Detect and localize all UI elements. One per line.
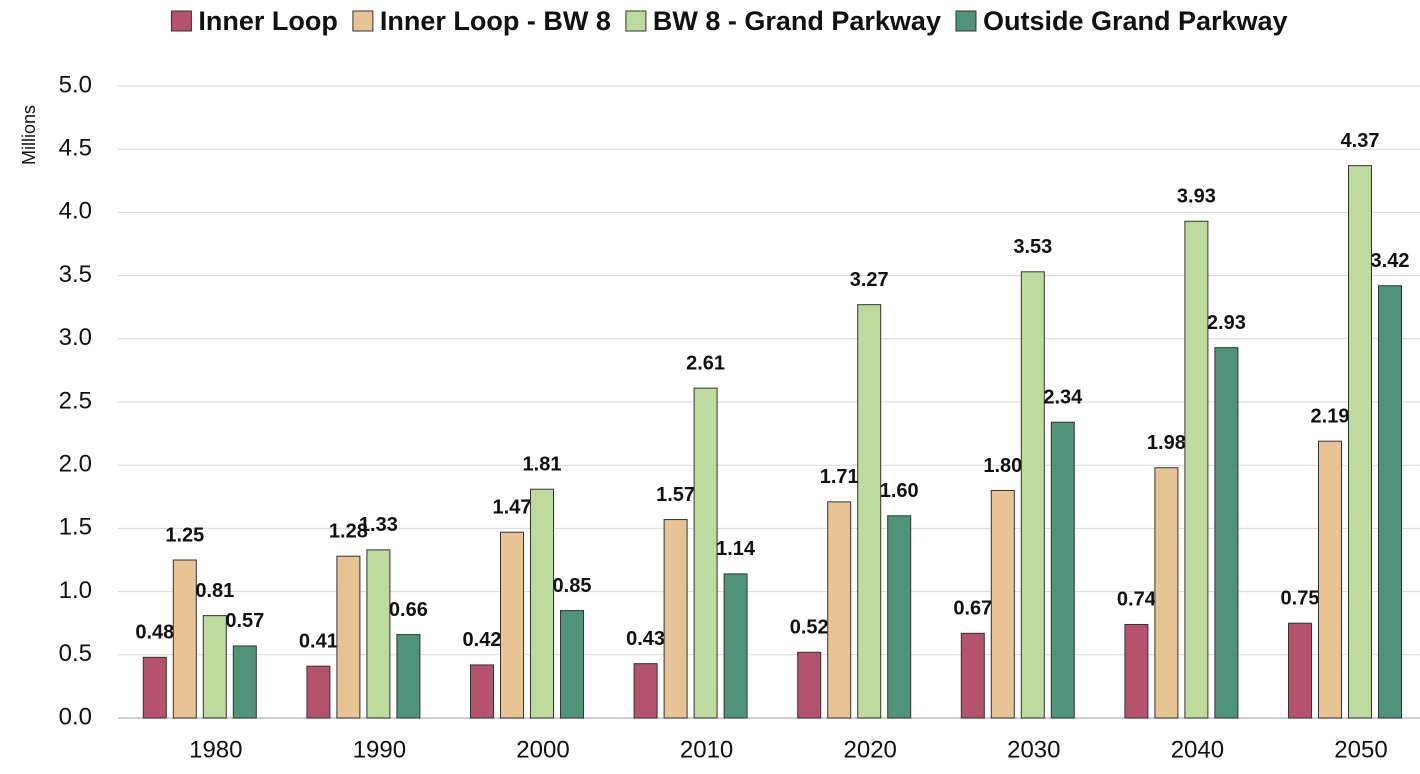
data-label: 0.67 — [953, 598, 992, 620]
bar — [1154, 467, 1179, 719]
legend-swatch — [352, 10, 374, 32]
data-label: 1.98 — [1147, 432, 1186, 454]
x-tick-label: 2010 — [680, 736, 733, 763]
bar — [396, 634, 421, 719]
data-label: 2.61 — [686, 352, 725, 374]
y-tick-label: 2.5 — [59, 387, 92, 414]
bar — [1124, 623, 1149, 719]
x-tick-label: 2040 — [1171, 736, 1224, 763]
data-label: 4.37 — [1341, 130, 1380, 152]
bar — [306, 665, 331, 719]
legend-label: BW 8 - Grand Parkway — [653, 6, 941, 36]
data-label: 0.52 — [790, 617, 829, 639]
legend-swatch — [625, 10, 647, 32]
x-tick-label: 1980 — [189, 736, 242, 763]
data-label: 1.71 — [820, 466, 859, 488]
bar — [693, 387, 718, 719]
bar — [142, 656, 167, 719]
bar — [336, 555, 361, 719]
data-label: 1.47 — [493, 496, 532, 518]
y-tick-label: 4.5 — [59, 135, 92, 162]
data-label: 3.42 — [1371, 250, 1410, 272]
bar — [1020, 271, 1045, 719]
data-label: 2.19 — [1311, 405, 1350, 427]
y-tick-label: 1.5 — [59, 514, 92, 541]
bar — [960, 632, 985, 719]
bar — [1050, 421, 1075, 719]
bar — [990, 489, 1015, 719]
bar — [857, 304, 882, 719]
x-tick-label: 2030 — [1007, 736, 1060, 763]
bar — [633, 663, 658, 719]
bar — [1348, 165, 1372, 719]
bar — [232, 645, 257, 719]
x-tick-label: 1990 — [353, 736, 406, 763]
y-tick-label: 3.0 — [59, 324, 92, 351]
data-label: 0.74 — [1117, 589, 1157, 611]
bar — [560, 610, 584, 719]
data-label: 1.60 — [880, 480, 919, 502]
data-label: 0.57 — [225, 610, 264, 632]
data-label: 0.75 — [1281, 587, 1320, 609]
data-label: 1.14 — [716, 538, 756, 560]
data-label: 1.81 — [523, 453, 562, 475]
data-label: 3.93 — [1177, 186, 1216, 208]
bar — [1318, 440, 1342, 719]
data-label: 1.33 — [359, 514, 398, 536]
data-label: 1.25 — [165, 524, 204, 546]
data-label: 0.81 — [195, 580, 234, 602]
data-label: 2.34 — [1043, 387, 1083, 409]
legend-swatch — [955, 10, 977, 32]
legend-swatch — [170, 10, 192, 32]
bar — [827, 501, 852, 719]
bar — [470, 664, 494, 719]
bar — [500, 531, 524, 719]
y-tick-label: 0.0 — [59, 703, 92, 730]
data-label: 0.42 — [463, 629, 502, 651]
legend-label: Outside Grand Parkway — [983, 6, 1288, 36]
bar — [663, 519, 688, 719]
bar — [1184, 220, 1209, 719]
bar — [1288, 622, 1312, 719]
data-label: 3.27 — [850, 269, 889, 291]
data-label: 2.93 — [1207, 312, 1246, 334]
bar — [1378, 285, 1402, 719]
data-label: 1.57 — [656, 484, 695, 506]
bar — [202, 615, 227, 719]
data-label: 0.48 — [135, 622, 174, 644]
y-tick-label: 1.0 — [59, 577, 92, 604]
bar — [723, 573, 748, 719]
bar — [172, 559, 197, 719]
bar — [887, 515, 912, 719]
data-label: 0.66 — [389, 599, 428, 621]
bar — [797, 651, 822, 719]
y-axis-label: Millions — [19, 105, 39, 165]
data-label: 0.85 — [553, 575, 592, 597]
bar — [366, 549, 391, 719]
data-label: 1.80 — [983, 455, 1022, 477]
x-tick-label: 2000 — [516, 736, 569, 763]
bar — [530, 488, 554, 719]
legend-label: Inner Loop - BW 8 — [380, 6, 611, 36]
legend-label: Inner Loop — [198, 6, 337, 36]
y-tick-label: 2.0 — [59, 451, 92, 478]
x-tick-label: 2050 — [1334, 736, 1387, 763]
y-tick-label: 3.5 — [59, 261, 92, 288]
data-label: 0.43 — [626, 628, 665, 650]
x-tick-label: 2020 — [844, 736, 897, 763]
data-label: 1.28 — [329, 520, 368, 542]
y-tick-label: 0.5 — [59, 640, 92, 667]
y-tick-label: 5.0 — [59, 71, 92, 98]
y-tick-label: 4.0 — [59, 198, 92, 225]
data-label: 0.41 — [299, 630, 338, 652]
data-label: 3.53 — [1013, 236, 1052, 258]
bar — [1214, 347, 1239, 719]
